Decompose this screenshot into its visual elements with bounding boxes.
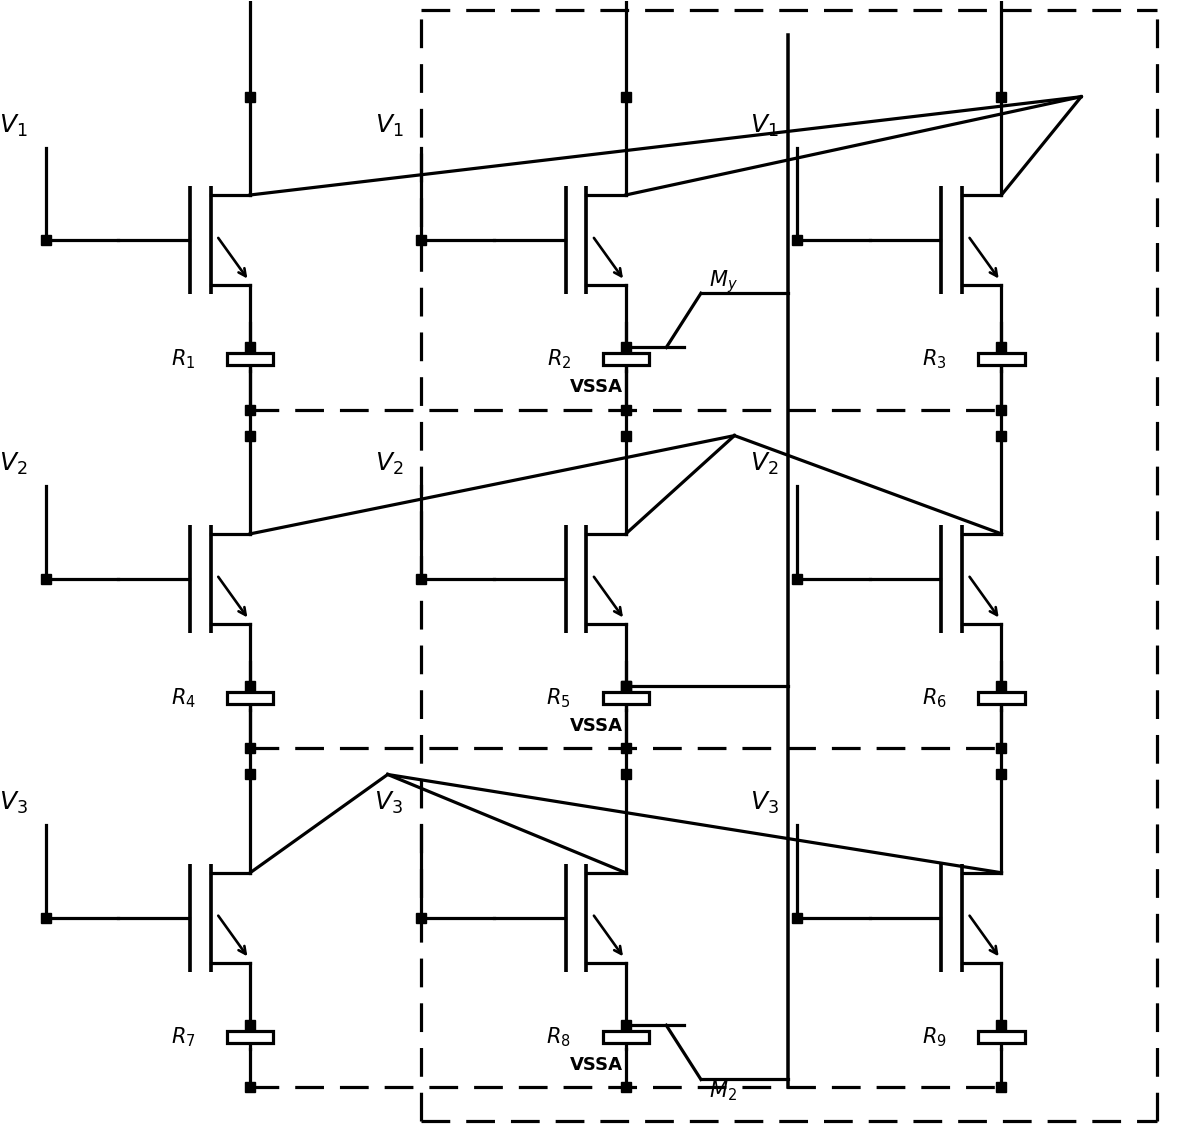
Text: $V_1$: $V_1$	[750, 112, 779, 138]
Bar	[979, 692, 1025, 705]
Bar	[228, 1031, 274, 1043]
Text: $R_9$: $R_9$	[922, 1026, 947, 1048]
Text: $R_8$: $R_8$	[546, 1026, 571, 1048]
Text: $M_y$: $M_y$	[709, 268, 738, 295]
Bar	[228, 692, 274, 705]
Text: $R_4$: $R_4$	[171, 687, 196, 710]
Text: VSSA: VSSA	[571, 717, 624, 735]
Text: $V_2$: $V_2$	[750, 451, 779, 477]
Bar	[979, 1031, 1025, 1043]
Text: $R_3$: $R_3$	[922, 347, 947, 371]
Bar	[228, 353, 274, 365]
Text: $V_3$: $V_3$	[0, 791, 27, 817]
Text: $V_1$: $V_1$	[375, 112, 403, 138]
Text: $R_6$: $R_6$	[922, 687, 947, 710]
Text: $R_2$: $R_2$	[547, 347, 571, 371]
Bar	[602, 1031, 648, 1043]
Text: $R_1$: $R_1$	[171, 347, 196, 371]
Text: $V_2$: $V_2$	[0, 451, 27, 477]
Text: $R_7$: $R_7$	[171, 1026, 196, 1048]
Text: $V_1$: $V_1$	[0, 112, 27, 138]
Text: $M_2$: $M_2$	[709, 1079, 737, 1103]
Bar	[602, 353, 648, 365]
Text: $R_5$: $R_5$	[547, 687, 571, 710]
Bar	[979, 353, 1025, 365]
Text: $V_3$: $V_3$	[750, 791, 779, 817]
Text: $V_2$: $V_2$	[375, 451, 403, 477]
Text: VSSA: VSSA	[571, 1056, 624, 1073]
Text: VSSA: VSSA	[571, 378, 624, 396]
Bar	[602, 692, 648, 705]
Text: $V_3$: $V_3$	[375, 791, 403, 817]
